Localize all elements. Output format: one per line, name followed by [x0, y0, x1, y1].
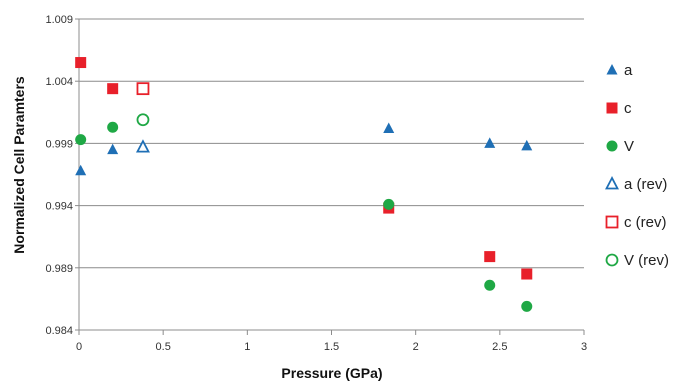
y-axis-title: Normalized Cell Paramters: [11, 76, 27, 254]
point-v-rev: [136, 113, 150, 127]
legend-label: V: [624, 138, 634, 155]
x-tick-label: 2.5: [492, 341, 507, 353]
x-tick-label: 3: [581, 341, 587, 353]
point-a-rev: [135, 139, 150, 153]
legend-label: V (rev): [624, 252, 669, 269]
x-tick-labels: 0 0.5 1 1.5 2 2.5 3: [76, 341, 587, 353]
point-v: [75, 134, 87, 146]
point-a: [383, 122, 395, 133]
point-c-rev: [136, 82, 150, 96]
point-c: [75, 57, 87, 69]
x-axis-title: Pressure (GPa): [281, 365, 382, 381]
x-tick-label: 1.5: [324, 341, 339, 353]
legend: a c Va (rev) c (rev) V (rev): [605, 62, 669, 269]
data-points: [75, 57, 533, 312]
y-tick-label: 0.989: [45, 263, 73, 275]
y-tick-label: 0.994: [45, 201, 73, 213]
legend-label: c (rev): [624, 214, 667, 231]
point-a: [484, 137, 496, 148]
point-c: [484, 251, 496, 263]
point-c: [107, 83, 119, 95]
plot-frame: [75, 18, 585, 335]
point-a: [521, 139, 533, 151]
y-tick-labels: 0.984 0.989 0.994 0.999 1.004 1.009: [45, 14, 73, 337]
legend-marker-a-rev: [605, 176, 619, 190]
point-v: [484, 279, 496, 291]
y-tick-label: 1.009: [45, 14, 73, 26]
y-tick-label: 0.984: [45, 325, 73, 337]
x-tick-label: 1: [244, 341, 250, 353]
y-tick-label: 0.999: [45, 138, 73, 150]
point-c: [521, 268, 533, 280]
point-v: [383, 198, 395, 210]
point-a: [107, 143, 119, 155]
legend-marker-v: [606, 140, 618, 152]
point-v: [107, 121, 119, 133]
legend-marker-a: [606, 64, 618, 75]
x-tick-label: 0.5: [156, 341, 171, 353]
legend-marker-c-rev: [605, 215, 619, 229]
point-v: [521, 300, 533, 312]
legend-label: a: [624, 62, 633, 79]
y-tick-label: 1.004: [45, 76, 73, 88]
x-tick-label: 2: [413, 341, 419, 353]
legend-label: c: [624, 100, 632, 117]
legend-label: a (rev): [624, 176, 667, 193]
point-a: [75, 164, 87, 176]
x-tick-label: 0: [76, 341, 82, 353]
legend-marker-v-rev: [605, 253, 619, 267]
legend-marker-c: [606, 102, 618, 114]
gridlines: [79, 18, 584, 331]
